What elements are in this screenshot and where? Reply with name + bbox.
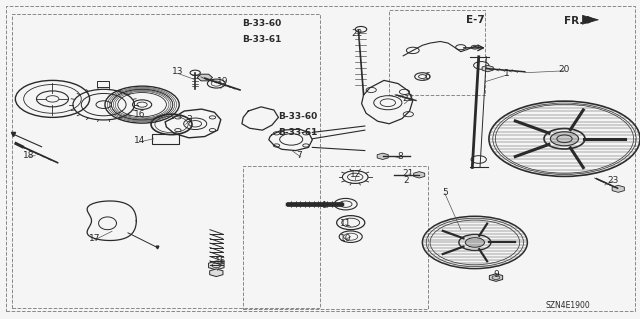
Text: B-33-61: B-33-61 — [278, 128, 318, 137]
Text: SZN4E1900: SZN4E1900 — [546, 301, 591, 310]
Text: 3: 3 — [186, 115, 191, 124]
Text: 23: 23 — [607, 176, 619, 185]
Text: 9: 9 — [493, 271, 499, 279]
Text: 16: 16 — [134, 110, 145, 119]
Text: 17: 17 — [89, 234, 100, 243]
Text: 1: 1 — [504, 69, 509, 78]
Text: 11: 11 — [340, 219, 351, 228]
Text: 12: 12 — [349, 170, 361, 179]
Text: 20: 20 — [559, 65, 570, 74]
Text: 21: 21 — [403, 169, 414, 178]
Text: 13: 13 — [172, 67, 184, 76]
Circle shape — [550, 132, 579, 146]
Text: 19: 19 — [217, 77, 228, 86]
Text: E-7: E-7 — [466, 15, 484, 25]
Text: 22: 22 — [403, 94, 414, 103]
Text: 6: 6 — [425, 72, 430, 81]
Text: 22: 22 — [351, 29, 363, 38]
Text: 7: 7 — [297, 151, 302, 160]
Text: 4: 4 — [321, 201, 326, 210]
Text: 15: 15 — [215, 257, 227, 266]
Text: 10: 10 — [340, 234, 351, 243]
Circle shape — [465, 238, 484, 247]
Text: 18: 18 — [23, 151, 35, 160]
Text: B-33-60: B-33-60 — [278, 112, 317, 121]
Text: 5: 5 — [442, 188, 447, 197]
Polygon shape — [582, 15, 598, 24]
Text: 14: 14 — [134, 136, 145, 145]
Text: B-33-60: B-33-60 — [242, 19, 281, 28]
Text: 2: 2 — [404, 176, 409, 185]
Text: FR.: FR. — [564, 16, 584, 26]
Text: 8: 8 — [397, 152, 403, 161]
Text: B-33-61: B-33-61 — [242, 35, 282, 44]
